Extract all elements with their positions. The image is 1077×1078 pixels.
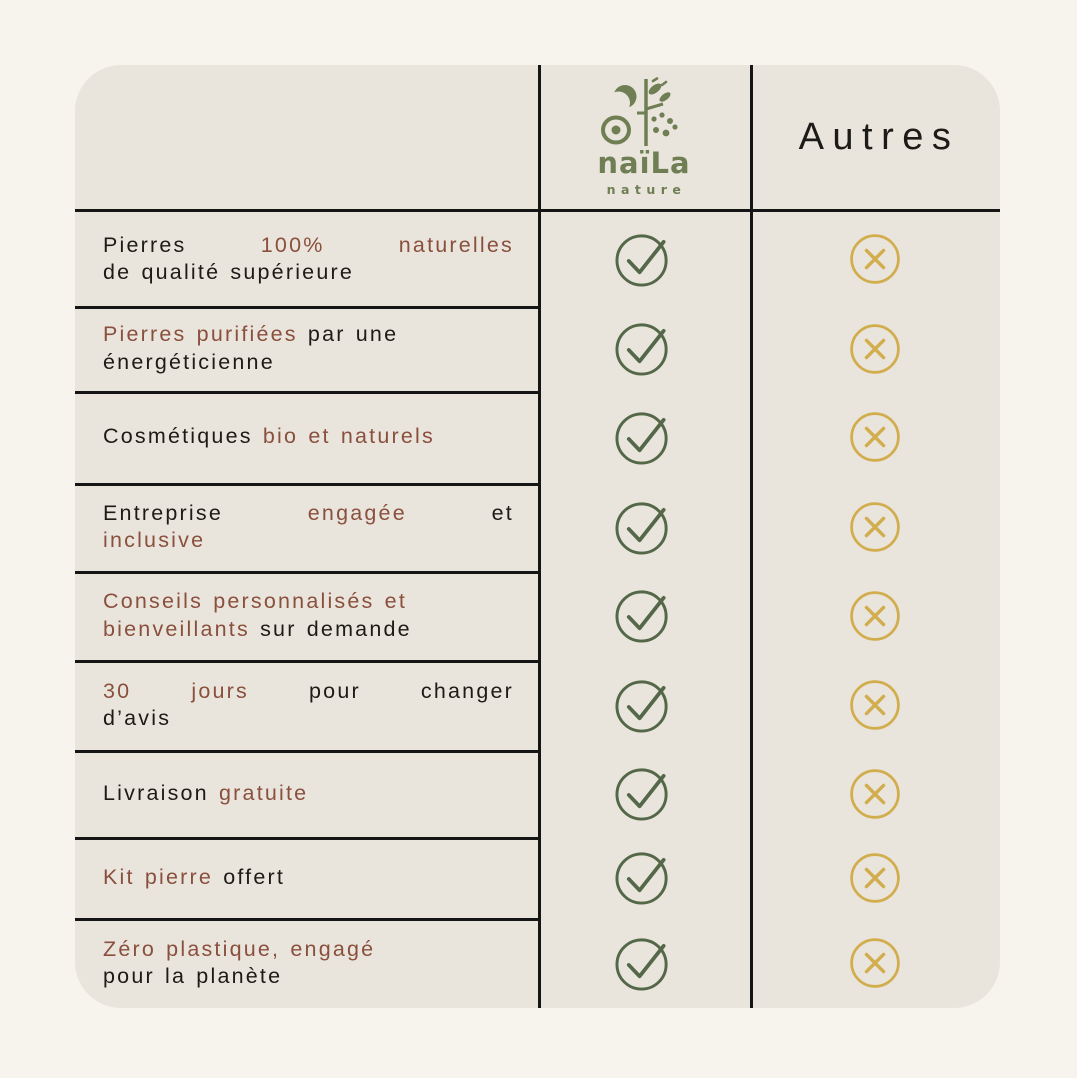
moon-sun-plant-icon — [601, 77, 678, 146]
row-divider — [75, 918, 540, 921]
row-divider — [75, 306, 540, 309]
naila-value-cell — [538, 212, 750, 306]
cross-circle-icon — [848, 500, 902, 554]
check-circle-icon — [615, 848, 674, 907]
feature-text: Cosmétiques bio et naturels — [103, 424, 435, 449]
naila-value-cell — [538, 306, 750, 391]
check-circle-icon — [615, 676, 674, 735]
table-row: Livraison gratuite — [75, 750, 1000, 837]
column-divider-brand — [538, 65, 541, 1008]
feature-cell: Cosmétiques bio et naturels — [75, 391, 538, 483]
naila-value-cell — [538, 571, 750, 660]
cross-circle-icon — [848, 936, 902, 990]
feature-text: Zéro plastique, engagé pour la planète — [103, 936, 376, 989]
cross-circle-icon — [848, 851, 902, 905]
competitors-label: Autres — [798, 115, 960, 158]
autres-value-cell — [750, 571, 1000, 660]
row-divider — [75, 571, 540, 574]
autres-value-cell — [750, 212, 1000, 306]
cross-circle-icon — [848, 410, 902, 464]
autres-value-cell — [750, 391, 1000, 483]
table-row: Entreprise engagée et inclusive — [75, 483, 1000, 571]
cross-circle-icon — [848, 232, 902, 286]
check-circle-icon — [615, 498, 674, 557]
row-divider — [75, 837, 540, 840]
check-circle-icon — [615, 586, 674, 645]
naila-value-cell — [538, 750, 750, 837]
feature-text: Pierres purifiées par une énergéticienne — [103, 322, 399, 374]
check-circle-icon — [615, 764, 674, 823]
table-row: Zéro plastique, engagé pour la planète — [75, 918, 1000, 1008]
table-row: Cosmétiques bio et naturels — [75, 391, 1000, 483]
naila-value-cell — [538, 483, 750, 571]
autres-value-cell — [750, 660, 1000, 750]
autres-value-cell — [750, 483, 1000, 571]
cross-circle-icon — [848, 589, 902, 643]
table-row: Pierres 100% naturelles de qualité supéri… — [75, 212, 1000, 306]
autres-value-cell — [750, 306, 1000, 391]
autres-value-cell — [750, 750, 1000, 837]
cross-circle-icon — [848, 767, 902, 821]
brand-subtitle: nature — [606, 182, 687, 197]
feature-cell: Kit pierre offert — [75, 837, 538, 918]
feature-cell: Pierres 100% naturelles de qualité supéri… — [75, 212, 538, 306]
check-circle-icon — [615, 319, 674, 378]
naila-value-cell — [538, 918, 750, 1008]
autres-value-cell — [750, 918, 1000, 1008]
row-divider — [75, 391, 540, 394]
feature-text: Conseils personnalisés et bienveillants s… — [103, 589, 412, 641]
table-row: Kit pierre offert — [75, 837, 1000, 918]
comparison-card: naïLa nature Autres Pierres 100% naturel… — [75, 65, 1000, 1008]
table-row: Conseils personnalisés et bienveillants s… — [75, 571, 1000, 660]
feature-cell: 30 jours pour changer d’avis — [75, 660, 538, 750]
feature-cell: Entreprise engagée et inclusive — [75, 483, 538, 571]
check-circle-icon — [615, 934, 674, 993]
row-divider — [75, 750, 540, 753]
brand-name: naïLa — [597, 146, 691, 180]
naila-value-cell — [538, 391, 750, 483]
comparison-rows: Pierres 100% naturelles de qualité supéri… — [75, 212, 1000, 1008]
feature-cell: Livraison gratuite — [75, 750, 538, 837]
naila-value-cell — [538, 660, 750, 750]
check-circle-icon — [615, 230, 674, 289]
header-divider — [75, 209, 1000, 212]
feature-column-header — [75, 65, 538, 209]
feature-text: Livraison gratuite — [103, 780, 309, 805]
cross-circle-icon — [848, 678, 902, 732]
row-divider — [75, 483, 540, 486]
feature-text: Pierres 100% naturelles de qualité supéri… — [103, 232, 514, 285]
column-divider-autres — [750, 65, 753, 1008]
cross-circle-icon — [848, 322, 902, 376]
table-header: naïLa nature Autres — [75, 65, 1000, 209]
row-divider — [75, 660, 540, 663]
feature-cell: Conseils personnalisés et bienveillants s… — [75, 571, 538, 660]
naila-value-cell — [538, 837, 750, 918]
table-row: 30 jours pour changer d’avis — [75, 660, 1000, 750]
check-circle-icon — [615, 408, 674, 467]
feature-cell: Pierres purifiées par une énergéticienne — [75, 306, 538, 391]
table-row: Pierres purifiées par une énergéticienne — [75, 306, 1000, 391]
feature-text: 30 jours pour changer d’avis — [103, 678, 514, 731]
brand-column-header: naïLa nature — [538, 65, 750, 209]
autres-value-cell — [750, 837, 1000, 918]
feature-text: Entreprise engagée et inclusive — [103, 500, 514, 553]
competitors-column-header: Autres — [750, 65, 1000, 209]
feature-text: Kit pierre offert — [103, 864, 286, 889]
feature-cell: Zéro plastique, engagé pour la planète — [75, 918, 538, 1008]
